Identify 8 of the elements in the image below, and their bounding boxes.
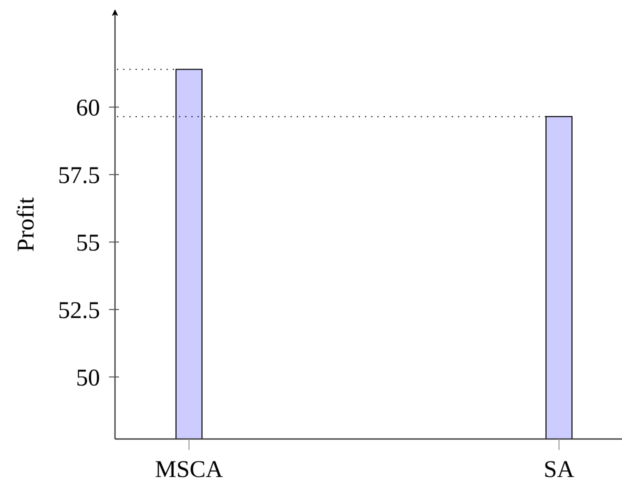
y-axis-title: Profit xyxy=(13,196,40,252)
x-tick-label: SA xyxy=(544,457,576,481)
y-tick-label: 55 xyxy=(76,230,100,256)
x-tick-label: MSCA xyxy=(154,457,224,481)
y-tick-label: 60 xyxy=(76,96,100,122)
y-tick-label: 50 xyxy=(76,365,100,392)
y-tick-label: 52.5 xyxy=(58,298,100,324)
y-tick-label: 57.5 xyxy=(58,162,100,189)
